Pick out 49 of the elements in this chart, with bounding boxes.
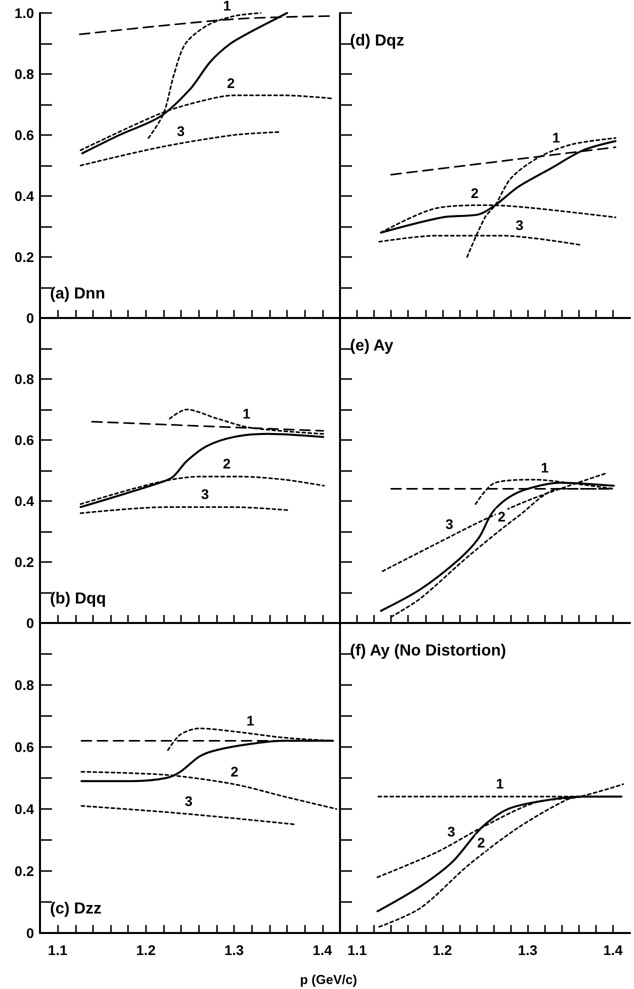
- series-label: 3: [176, 122, 185, 139]
- text: (b) Dqq: [50, 590, 106, 608]
- series-label: 3: [184, 793, 193, 810]
- text: (e) Ay: [350, 338, 394, 354]
- series-label: 2: [498, 508, 506, 525]
- y-tick-label: 0.8: [14, 371, 34, 387]
- y-tick-label: 1.0: [14, 5, 34, 21]
- y-tick-label: 0.2: [14, 863, 34, 879]
- x-tick-label: 1.4: [603, 942, 623, 958]
- y-tick-label: 0.6: [14, 432, 34, 448]
- y-tick-label: 0.2: [14, 249, 34, 265]
- y-tick-label: 0.4: [14, 801, 34, 817]
- y-tick-label: 0: [26, 615, 34, 631]
- series-label: 2: [470, 184, 479, 201]
- series-label: 1: [223, 0, 232, 14]
- y-tick-label: 0.8: [14, 677, 34, 693]
- series-label: 1: [540, 460, 549, 476]
- x-axis-title: p (GeV/c): [300, 972, 358, 987]
- text: (d) Dqz: [350, 32, 404, 50]
- x-tick-label: 1.1: [48, 942, 68, 958]
- series-label: 2: [477, 834, 486, 850]
- y-tick-label: 0.2: [14, 554, 34, 570]
- series-label: 1: [552, 129, 560, 146]
- series-label: 3: [516, 216, 524, 233]
- x-tick-label: 1.1: [347, 942, 367, 958]
- x-tick-label: 1.2: [432, 942, 452, 958]
- text: (f) Ay (No Distortion): [350, 642, 506, 660]
- y-tick-label: 0.4: [14, 188, 34, 204]
- y-tick-label: 0.6: [14, 739, 34, 755]
- x-tick-label: 1.3: [224, 942, 244, 958]
- series-label: 3: [447, 823, 456, 840]
- series-label: 2: [222, 456, 231, 472]
- series-label: 2: [227, 74, 236, 91]
- y-tick-label: 0.4: [14, 493, 34, 509]
- series-label: 3: [201, 486, 210, 502]
- y-tick-label: 0: [26, 925, 34, 941]
- text: (c) Dzz: [50, 900, 102, 918]
- series-label: 3: [446, 516, 454, 532]
- text: (a) Dnn: [50, 286, 106, 302]
- x-tick-label: 1.4: [312, 942, 332, 958]
- y-tick-label: 0.6: [14, 127, 34, 143]
- series-label: 1: [242, 406, 251, 422]
- y-tick-label: 0: [26, 310, 34, 326]
- series-label: 1: [496, 776, 504, 792]
- series-label: 1: [246, 712, 255, 729]
- y-tick-label: 0.8: [14, 66, 34, 82]
- series-label: 2: [230, 763, 239, 780]
- x-tick-label: 1.3: [518, 942, 538, 958]
- x-tick-label: 1.2: [136, 942, 156, 958]
